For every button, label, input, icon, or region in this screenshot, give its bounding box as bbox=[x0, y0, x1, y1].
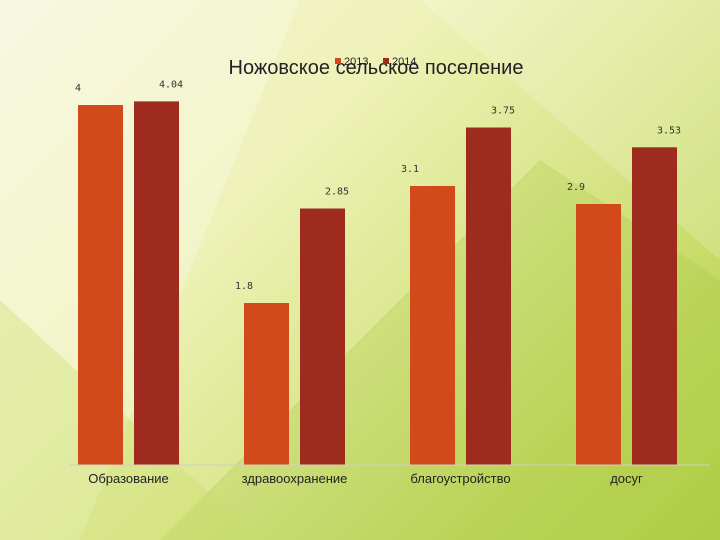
data-label-2-1: 4.04 bbox=[159, 79, 183, 90]
data-label-1-2: 1.8 bbox=[235, 281, 253, 292]
legend-label-2: 2014 bbox=[392, 56, 416, 68]
legend-swatch-1 bbox=[335, 58, 341, 64]
category-label-4: досуг bbox=[610, 471, 643, 486]
data-labels-group: 4 4.04 1.8 2.85 3.1 3.75 2.9 3.53 bbox=[75, 79, 681, 292]
category-labels-group: Образование здравоохранение благоустройств… bbox=[88, 471, 643, 486]
legend-label-1: 2013 bbox=[344, 56, 368, 68]
data-label-2-3: 3.75 bbox=[491, 106, 515, 117]
data-label-2-4: 3.53 bbox=[657, 125, 681, 136]
data-label-1-3: 3.1 bbox=[401, 164, 419, 175]
chart-title: Ножовское сельское поселение bbox=[229, 57, 524, 79]
legend: 2013 2014 bbox=[335, 56, 416, 68]
bar-1-2 bbox=[244, 303, 289, 465]
bar-2-1 bbox=[134, 101, 179, 466]
bars-group bbox=[78, 101, 677, 466]
bar-1-1 bbox=[78, 105, 123, 465]
category-label-1: Образование bbox=[88, 471, 169, 486]
bar-2-4 bbox=[632, 147, 677, 466]
legend-swatch-2 bbox=[383, 58, 389, 64]
data-label-1-4: 2.9 bbox=[567, 182, 585, 193]
bar-1-3 bbox=[410, 186, 455, 465]
bar-2-2 bbox=[300, 208, 345, 465]
data-label-1-1: 4 bbox=[75, 83, 81, 94]
category-label-3: благоустройство bbox=[410, 471, 510, 486]
category-label-2: здравоохранение bbox=[242, 471, 348, 486]
bar-1-4 bbox=[576, 204, 621, 465]
bar-2-3 bbox=[466, 127, 511, 465]
data-label-2-2: 2.85 bbox=[325, 187, 349, 198]
